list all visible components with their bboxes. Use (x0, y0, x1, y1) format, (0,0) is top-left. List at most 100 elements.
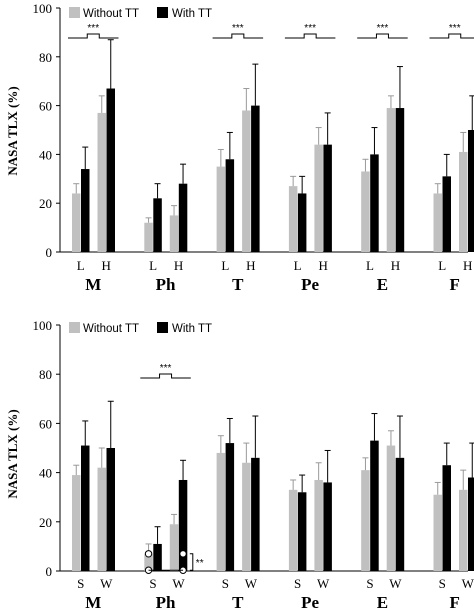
bar (459, 489, 468, 571)
bar (251, 105, 260, 252)
x-tick-label: H (174, 258, 183, 273)
bar (106, 88, 115, 253)
bar (72, 475, 81, 571)
bar (459, 151, 468, 252)
x-tick-label: L (438, 258, 446, 273)
significance-label: ** (196, 558, 204, 569)
significance-bracket (284, 33, 336, 39)
x-tick-label: H (391, 258, 400, 273)
y-tick-label: 20 (39, 196, 52, 211)
y-tick-label: 60 (39, 416, 52, 431)
bar (216, 166, 226, 252)
bar (370, 154, 379, 252)
y-tick-label: 100 (33, 318, 53, 333)
x-tick-label: S (439, 576, 446, 591)
significance-bracket (140, 373, 191, 379)
x-tick-label: S (77, 576, 84, 591)
y-tick-label: 0 (46, 564, 53, 579)
bar (297, 193, 307, 252)
x-tick-label: L (294, 258, 302, 273)
y-axis-label: NASA TLX (%) (5, 86, 20, 175)
significance-bracket (357, 33, 408, 39)
y-tick-label: 20 (39, 515, 52, 530)
x-tick-label: H (246, 258, 255, 273)
bar (97, 467, 106, 571)
bar (386, 108, 396, 252)
legend-label-without-tt: Without TT (83, 8, 139, 20)
bar (178, 183, 188, 252)
chart-panel-top: NASA TLX (%) Without TT With TT 0 20 40 60 8… (5, 1, 474, 294)
x-tick-label: L (221, 258, 229, 273)
group-label: T (232, 593, 244, 609)
bar (314, 144, 323, 252)
significance-label: *** (449, 23, 461, 34)
bar (288, 489, 298, 571)
x-tick-label: W (245, 576, 258, 591)
x-tick-label: H (318, 258, 327, 273)
bar (242, 462, 251, 571)
bar (225, 159, 235, 252)
bar (395, 108, 405, 252)
x-tick-label: W (462, 576, 474, 591)
group-label: E (377, 593, 388, 609)
bar (144, 222, 153, 252)
group-label: Pe (301, 275, 319, 294)
y-tick-label: 80 (39, 367, 52, 382)
x-tick-label: W (100, 576, 113, 591)
bar (225, 443, 235, 571)
significance-label: *** (87, 23, 99, 34)
y-tick-label: 40 (39, 466, 52, 481)
legend-swatch-with-tt (157, 322, 168, 333)
bar (81, 169, 90, 252)
significance-label: *** (304, 23, 316, 34)
bar (144, 553, 153, 571)
group-label: F (450, 593, 460, 609)
bar (216, 452, 226, 571)
bar (323, 144, 332, 252)
x-tick-label: S (222, 576, 229, 591)
bar (288, 186, 298, 252)
bar (106, 448, 115, 571)
group-label: M (85, 593, 101, 609)
y-tick-label: 100 (33, 1, 53, 16)
bar (468, 130, 474, 252)
bar (361, 470, 370, 571)
bar (169, 524, 179, 571)
y-tick-label: 40 (39, 147, 52, 162)
group-label: Ph (156, 593, 176, 609)
x-tick-label: S (294, 576, 301, 591)
x-tick-label: W (317, 576, 330, 591)
significance-bracket (68, 33, 119, 39)
bar (72, 193, 81, 252)
bar (323, 482, 332, 571)
bar (169, 215, 179, 252)
bar (433, 193, 442, 252)
bar (153, 543, 162, 571)
bar (433, 494, 442, 571)
legend-swatch-without-tt (69, 322, 80, 333)
bar (153, 198, 162, 252)
group-label: Pe (301, 593, 319, 609)
legend: Without TT With TT (69, 322, 212, 335)
group-label: Ph (156, 275, 176, 294)
x-tick-label: H (463, 258, 472, 273)
legend-label-without-tt: Without TT (83, 323, 139, 335)
bar (442, 465, 451, 571)
legend-swatch-without-tt (69, 7, 80, 18)
bar (97, 112, 106, 252)
bar (314, 479, 323, 571)
group-label: E (377, 275, 388, 294)
legend-swatch-with-tt (157, 7, 168, 18)
significance-bracket (189, 553, 194, 571)
x-tick-label: L (366, 258, 374, 273)
y-tick-label: 0 (46, 245, 53, 260)
y-tick-label: 60 (39, 99, 52, 114)
y-axis-label: NASA TLX (%) (5, 409, 20, 498)
bar (370, 440, 379, 571)
x-tick-label: H (102, 258, 111, 273)
legend: Without TT With TT (69, 7, 212, 20)
bar (468, 477, 474, 571)
significance-bracket (212, 33, 264, 39)
x-tick-label: S (149, 576, 156, 591)
